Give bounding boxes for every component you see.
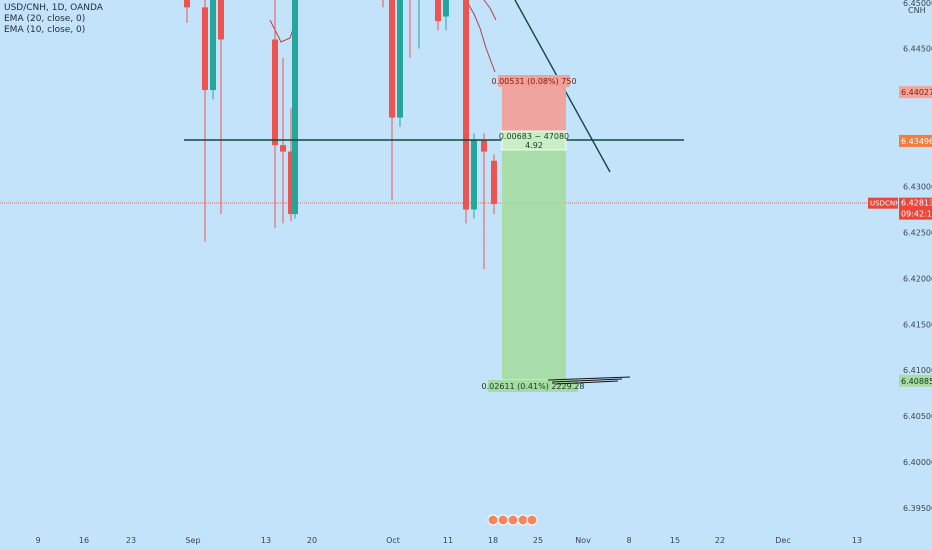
price-tick-label: 6.40000 bbox=[903, 458, 932, 467]
tp-level-marker: 6.40885 bbox=[899, 374, 932, 387]
symbol-line[interactable]: USD/CNH, 1D, OANDA bbox=[4, 3, 103, 13]
candle bbox=[272, 0, 278, 228]
tp-mark-line-1 bbox=[547, 376, 631, 381]
risk-label-box bbox=[498, 75, 570, 87]
tp-mark-line-2 bbox=[551, 378, 623, 383]
ratio-label: 4.92 bbox=[525, 141, 543, 150]
time-axis[interactable]: 9 16 23 Sep 13 20 Oct 11 18 25 Nov 8 15 22 Dec 13 bbox=[35, 536, 862, 545]
candle-body bbox=[272, 39, 278, 146]
candle bbox=[443, 0, 449, 31]
candle bbox=[418, 0, 420, 49]
candle bbox=[397, 0, 403, 127]
candle-body bbox=[218, 0, 224, 40]
price-tick-label: 6.44500 bbox=[903, 45, 932, 54]
price-tick-label: 6.41000 bbox=[903, 366, 932, 375]
time-tick-label: 25 bbox=[533, 536, 543, 545]
candle bbox=[409, 0, 411, 58]
current-price-value: 6.42813 bbox=[901, 199, 932, 208]
candles-group bbox=[184, 0, 497, 270]
candle bbox=[389, 0, 395, 201]
price-tick-label: 6.42500 bbox=[903, 228, 932, 237]
price-axis[interactable]: 6.450006.445006.440006.435006.430006.425… bbox=[903, 0, 932, 513]
candle bbox=[481, 133, 487, 270]
event-icon[interactable] bbox=[526, 514, 538, 526]
tp-mark-line-3 bbox=[555, 380, 619, 385]
reward-label: 0.02611 (0.41%) 2229.28 bbox=[482, 382, 585, 391]
time-tick-label: 15 bbox=[670, 536, 680, 545]
time-tick-label: 13 bbox=[852, 536, 862, 545]
time-tick-label: Dec bbox=[775, 536, 790, 545]
entry-label: 0.00683 ~ 47080 bbox=[499, 132, 569, 141]
time-tick-label: 18 bbox=[488, 536, 498, 545]
candle-body bbox=[288, 151, 294, 215]
time-tick-label: 20 bbox=[307, 536, 317, 545]
risk-label: 0.00531 (0.08%) 750 bbox=[491, 77, 576, 86]
candle bbox=[288, 108, 294, 222]
current-price-symbol: USDCNH bbox=[870, 200, 900, 208]
candle bbox=[184, 0, 190, 23]
event-icon[interactable] bbox=[497, 514, 509, 526]
time-tick-label: 9 bbox=[35, 536, 40, 545]
candle-body bbox=[481, 140, 487, 152]
ema-upper-line bbox=[483, 0, 497, 21]
candle bbox=[202, 0, 208, 242]
candle bbox=[218, 0, 224, 215]
candle bbox=[382, 0, 384, 8]
time-tick-label: Oct bbox=[386, 536, 400, 545]
chart-legend[interactable]: USD/CNH, 1D, OANDA EMA (20, close, 0) EM… bbox=[4, 3, 103, 36]
time-tick-label: 16 bbox=[79, 536, 89, 545]
candle-body bbox=[202, 7, 208, 91]
candle bbox=[435, 0, 441, 31]
candle-body bbox=[389, 0, 395, 118]
time-tick-label: Nov bbox=[575, 536, 591, 545]
time-tick-label: 22 bbox=[715, 536, 725, 545]
candle-body bbox=[443, 0, 449, 17]
time-tick-label: 13 bbox=[261, 536, 271, 545]
candle-body bbox=[292, 0, 298, 215]
candle-body bbox=[435, 0, 441, 22]
reward-label-box bbox=[488, 380, 578, 392]
candle-body bbox=[184, 0, 190, 8]
reward-zone[interactable] bbox=[502, 141, 566, 379]
bar-countdown: 09:42:11 bbox=[901, 210, 932, 219]
price-tick-label: 6.39500 bbox=[903, 504, 932, 513]
candle bbox=[471, 133, 477, 219]
candle-body bbox=[280, 145, 286, 152]
tp-level-value: 6.40885 bbox=[901, 377, 932, 386]
price-tick-label: 6.41500 bbox=[903, 320, 932, 329]
ema10-legend[interactable]: EMA (10, close, 0) bbox=[4, 25, 86, 35]
price-unit: CNH bbox=[908, 6, 926, 15]
candle-body bbox=[397, 0, 403, 118]
time-tick-label: Sep bbox=[185, 536, 200, 545]
entry-label-box bbox=[501, 130, 567, 151]
time-tick-label: 8 bbox=[626, 536, 631, 545]
event-icon[interactable] bbox=[487, 514, 499, 526]
candle bbox=[292, 0, 298, 219]
price-tick-label: 6.42000 bbox=[903, 274, 932, 283]
candle-body bbox=[491, 160, 497, 204]
ema10-line bbox=[465, 0, 496, 73]
entry-level-marker: 6.43496 bbox=[899, 134, 932, 147]
event-icons[interactable] bbox=[487, 514, 538, 526]
sl-level-marker: 6.44027 bbox=[899, 86, 932, 99]
candle bbox=[463, 0, 469, 224]
candle bbox=[210, 0, 216, 100]
candle-body bbox=[471, 140, 477, 210]
candle-body bbox=[210, 0, 216, 91]
event-icon[interactable] bbox=[507, 514, 519, 526]
candle-body bbox=[463, 0, 469, 210]
entry-level-value: 6.43496 bbox=[901, 137, 932, 146]
time-tick-label: 11 bbox=[443, 536, 453, 545]
price-tick-label: 6.40500 bbox=[903, 412, 932, 421]
price-tick-label: 6.45000 bbox=[903, 0, 932, 8]
price-tick-label: 6.43000 bbox=[903, 182, 932, 191]
sl-level-value: 6.44027 bbox=[901, 88, 932, 97]
ema20-legend[interactable]: EMA (20, close, 0) bbox=[4, 14, 86, 24]
candle bbox=[491, 154, 497, 215]
time-tick-label: 23 bbox=[126, 536, 136, 545]
